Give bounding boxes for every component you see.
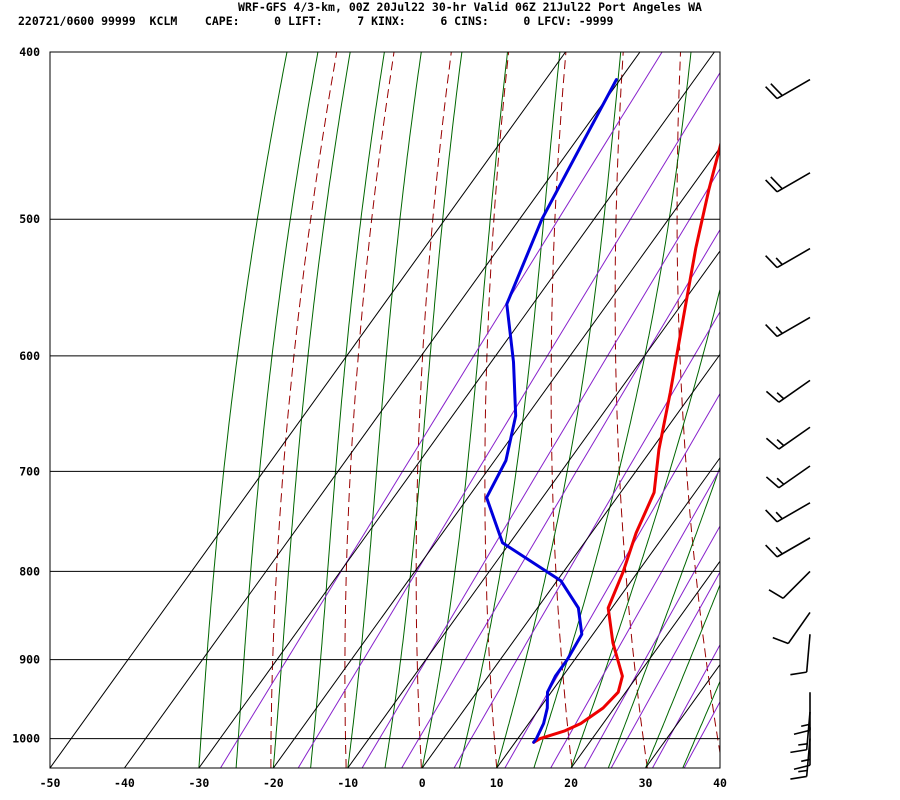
- dry-adiabat-line: [484, 52, 510, 768]
- dry-adiabat-line: [852, 33, 900, 768]
- y-tick-labels: 400 500 600 700 800 900 1000: [12, 45, 40, 746]
- y-tick-label: 900: [19, 653, 40, 667]
- wind-barb: [772, 611, 811, 645]
- background-lines: [198, 33, 900, 768]
- dry-adiabat-line: [795, 33, 873, 768]
- y-tick-label: 1000: [12, 732, 40, 746]
- moist-adiabat-line: [384, 52, 463, 768]
- x-tick-label: 10: [490, 776, 504, 790]
- mixing-ratio-line: [550, 468, 720, 768]
- wind-barb: [765, 426, 811, 450]
- isotherm-line: [124, 52, 641, 768]
- wind-barb: [765, 247, 811, 269]
- wind-barbs: [765, 78, 811, 780]
- moist-adiabat-line: [458, 52, 561, 768]
- temperature-line: [532, 140, 720, 744]
- isotherm-line: [719, 767, 720, 768]
- moist-adiabat-line: [570, 287, 720, 768]
- wind-barb: [765, 502, 811, 523]
- isotherm-line: [272, 146, 720, 768]
- wind-barb: [765, 537, 811, 558]
- isotherm-line: [421, 353, 720, 768]
- x-tick-label: -30: [188, 776, 209, 790]
- dry-adiabat-line: [614, 52, 648, 768]
- y-tick-label: 600: [19, 349, 40, 363]
- dry-adiabat-line: [737, 33, 798, 768]
- moist-adiabat-line: [719, 766, 720, 768]
- wind-barb: [765, 172, 811, 193]
- dry-adiabat-line: [550, 52, 573, 768]
- moist-adiabat-line: [310, 52, 385, 768]
- y-tick-label: 400: [19, 45, 40, 59]
- mixing-ratio-line: [297, 71, 720, 768]
- moist-adiabat-line: [607, 465, 720, 768]
- mixing-ratio-line: [401, 228, 720, 768]
- dry-adiabat-line: [270, 52, 338, 768]
- isotherm-line: [496, 456, 720, 768]
- y-tick-label: 800: [19, 564, 40, 578]
- mixing-ratio-line: [453, 310, 720, 768]
- mixing-ratio-line: [610, 571, 720, 768]
- moist-adiabat-line: [645, 583, 720, 768]
- x-tick-labels: -50 -40 -30 -20 -10 0 10 20 30 40: [40, 776, 727, 790]
- wind-barb: [765, 379, 811, 403]
- wind-barb: [793, 692, 811, 736]
- dry-adiabat-line: [676, 52, 720, 756]
- series-layer: [485, 78, 720, 744]
- mixing-ratio-line: [220, 52, 663, 768]
- wind-barb: [765, 465, 811, 489]
- sounding-info: 220721/0600 99999 KCLM CAPE: 0 LIFT: 7 K…: [18, 14, 614, 28]
- dry-adiabat-line: [415, 52, 452, 768]
- x-tick-label: 30: [639, 776, 653, 790]
- wind-barb: [768, 570, 811, 599]
- wind-barb: [765, 316, 811, 338]
- mixing-ratio-line: [504, 392, 720, 768]
- y-tick-label: 700: [19, 464, 40, 478]
- chart-title: WRF-GFS 4/3-km, 00Z 20Jul22 30-hr Valid …: [238, 0, 702, 14]
- moist-adiabat-line: [682, 680, 720, 768]
- dry-adiabat-line: [344, 52, 395, 768]
- x-tick-label: 0: [419, 776, 426, 790]
- x-tick-label: -20: [263, 776, 284, 790]
- wind-barb: [790, 634, 811, 676]
- isotherm-line: [198, 52, 715, 768]
- moist-adiabat-line: [347, 52, 422, 768]
- wind-barb: [790, 711, 811, 754]
- isotherm-line: [570, 560, 720, 768]
- dewpoint-line: [485, 78, 618, 744]
- isotherm-line: [50, 52, 566, 768]
- x-tick-label: -40: [114, 776, 135, 790]
- y-tick-label: 500: [19, 212, 40, 226]
- mixing-ratio-line: [361, 167, 720, 768]
- wind-barb: [765, 78, 811, 100]
- isotherm-line: [645, 663, 720, 768]
- x-tick-label: 40: [713, 776, 727, 790]
- isotherm-line: [347, 250, 720, 768]
- x-tick-label: -10: [337, 776, 358, 790]
- wind-barb: [790, 738, 811, 780]
- plot-frame: [49, 51, 721, 769]
- grid: [50, 51, 720, 768]
- isotherm-group: [50, 52, 720, 768]
- x-tick-label: 20: [564, 776, 578, 790]
- x-tick-label: -50: [40, 776, 61, 790]
- mixing-ratio-line: [583, 525, 720, 768]
- mixing-ratio-line: [652, 643, 720, 768]
